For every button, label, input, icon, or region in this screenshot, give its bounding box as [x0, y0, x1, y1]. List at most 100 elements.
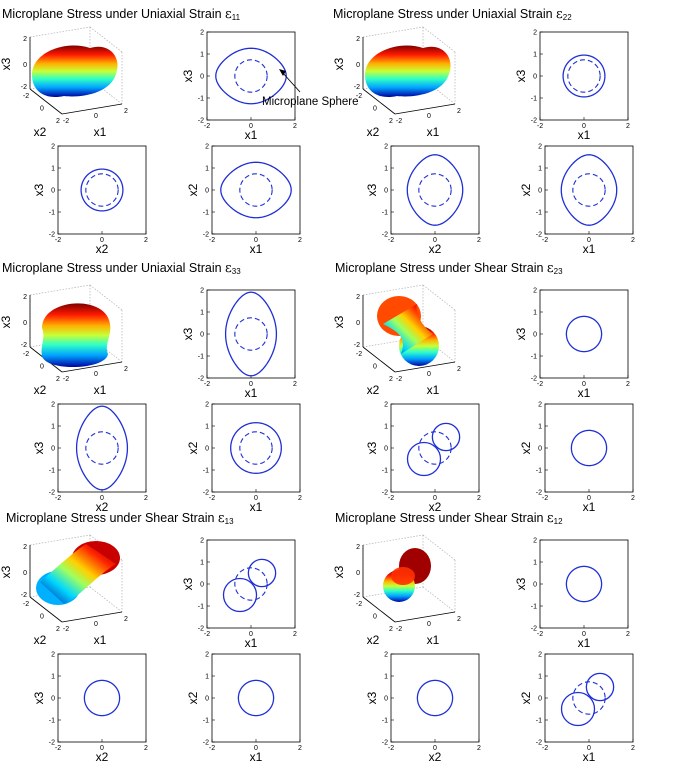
- view-panel-x1-x3: -2 0 2 -2 -1 0 1 2 x1 x3: [181, 538, 297, 651]
- axis-box-edge: [89, 284, 123, 311]
- x1-tick-label: 2: [124, 616, 128, 623]
- x-tick-label: 2: [298, 745, 302, 752]
- y-tick-label: -2: [203, 490, 209, 497]
- stress-curve: [562, 54, 606, 98]
- x-tick-label: 2: [298, 237, 302, 244]
- strain-symbol: ε: [547, 261, 554, 276]
- y-tick-label: 1: [533, 560, 537, 567]
- annotation-arrow-line: [281, 71, 301, 93]
- view-panel-x2-x3: -2 0 2 -2 -1 0 1 2 x2 x3: [32, 652, 148, 765]
- y-tick-label: 1: [384, 424, 388, 431]
- y-tick-label: 2: [538, 402, 542, 409]
- panel-group-uniaxial-33: Microplane Stress under Uniaxial Strain …: [0, 261, 302, 514]
- z-tick-label: 2: [23, 544, 27, 551]
- view-panel-x1-x3: -2 0 2 -2 -1 0 1 2 x1 x3: [514, 30, 630, 143]
- x1-tick-label: 0: [427, 371, 431, 378]
- y-tick-label: -1: [531, 604, 537, 611]
- y-tick-label: 1: [205, 674, 209, 681]
- microplane-sphere-curve: [234, 317, 268, 351]
- y-tick-label: 0: [384, 446, 388, 453]
- y-tick-label: -1: [49, 468, 55, 475]
- y-tick-label: -2: [49, 740, 55, 747]
- annotation-arrow-head: [279, 69, 286, 76]
- y-tick-label: 2: [538, 144, 542, 151]
- x2-axis-label: x2: [34, 633, 47, 647]
- x1-tick-label: -2: [396, 118, 402, 125]
- x-tick-label: -2: [542, 237, 548, 244]
- x1-axis-line: [394, 103, 456, 115]
- x2-tick-label: -2: [356, 93, 362, 100]
- y-axis-label: x3: [514, 69, 528, 82]
- axes-frame: [539, 289, 629, 379]
- microplane-sphere-curve: [239, 431, 273, 465]
- x-tick-label: 2: [631, 745, 635, 752]
- x2-tick-label: -2: [23, 351, 29, 358]
- x-tick-label: 0: [249, 631, 253, 638]
- y-tick-label: 1: [533, 310, 537, 317]
- y-axis-label: x3: [181, 69, 195, 82]
- y-axis-label: x3: [32, 441, 46, 454]
- x1-tick-label: 2: [457, 616, 461, 623]
- z-tick-label: -2: [21, 592, 27, 599]
- y-tick-label: 1: [200, 52, 204, 59]
- strain-subscript: 12: [554, 517, 563, 526]
- y-tick-label: 1: [51, 166, 55, 173]
- x-tick-label: 2: [626, 381, 630, 388]
- axis-box-edge: [362, 284, 424, 296]
- x-tick-label: 2: [144, 495, 148, 502]
- y-tick-label: 1: [200, 310, 204, 317]
- x1-axis-label: x1: [427, 383, 440, 397]
- x2-axis-label: x2: [34, 383, 47, 397]
- microplane-sphere-curve: [567, 59, 601, 93]
- x1-tick-label: -2: [396, 376, 402, 383]
- view-panel-x1-x2: -2 0 2 -2 -1 0 1 2 x1 x2: [186, 144, 302, 257]
- x1-tick-label: 0: [94, 371, 98, 378]
- x2-axis-label: x2: [367, 383, 380, 397]
- x-tick-label: 0: [100, 237, 104, 244]
- x1-axis-label: x1: [427, 125, 440, 139]
- x-tick-label: 2: [293, 631, 297, 638]
- view-panel-x1-x3: -2 0 2 -2 -1 0 1 2 x1 x3: [181, 288, 297, 401]
- stress-lobe: [222, 577, 258, 613]
- y-axis-label: x2: [519, 441, 533, 454]
- axes-frame: [211, 653, 301, 743]
- x2-tick-label: -2: [356, 351, 362, 358]
- x-axis-label: x1: [583, 750, 596, 764]
- x1-tick-label: 2: [124, 366, 128, 373]
- x1-tick-label: 0: [94, 621, 98, 628]
- x1-tick-label: 0: [427, 113, 431, 120]
- view-panel-x2-x3: -2 0 2 -2 -1 0 1 2 x2 x3: [365, 652, 481, 765]
- y-axis-label: x3: [365, 691, 379, 704]
- x1-tick-label: 2: [457, 366, 461, 373]
- y-tick-label: 2: [384, 402, 388, 409]
- z-axis-label: x3: [0, 565, 13, 578]
- x2-tick-label: 2: [389, 376, 393, 383]
- y-tick-label: 2: [533, 30, 537, 37]
- x-tick-label: 0: [587, 745, 591, 752]
- y-tick-label: -2: [531, 376, 537, 383]
- x-axis-label: x1: [583, 500, 596, 514]
- x-tick-label: 2: [477, 745, 481, 752]
- axes-frame: [544, 403, 634, 493]
- axes-frame: [544, 653, 634, 743]
- z-axis-label: x3: [332, 57, 346, 70]
- stress-curve: [406, 154, 464, 226]
- y-tick-label: 1: [51, 674, 55, 681]
- group-title: Microplane Stress under Uniaxial Strain …: [2, 261, 241, 276]
- stress-curve: [75, 405, 129, 491]
- stress-surface-uniaxial-33: [41, 303, 111, 368]
- x2-tick-label: -2: [356, 601, 362, 608]
- stress-lobe: [585, 672, 615, 702]
- y-tick-label: -2: [536, 740, 542, 747]
- y-tick-label: -1: [531, 96, 537, 103]
- x2-axis-line: [362, 346, 396, 373]
- strain-symbol: ε: [218, 511, 225, 526]
- y-tick-label: 0: [205, 696, 209, 703]
- y-tick-label: 0: [205, 188, 209, 195]
- stress-curve: [560, 154, 618, 226]
- axes-frame: [390, 145, 480, 235]
- x-axis-label: x1: [245, 386, 258, 400]
- y-axis-label: x3: [32, 691, 46, 704]
- stress-curve: [570, 429, 608, 467]
